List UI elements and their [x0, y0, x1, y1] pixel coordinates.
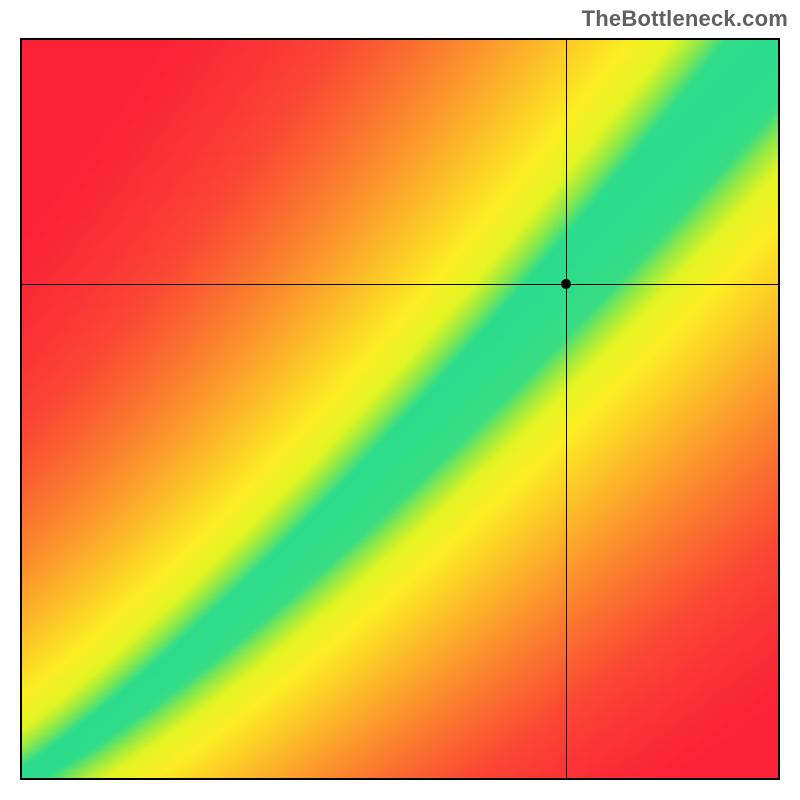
crosshair-horizontal — [22, 284, 778, 285]
plot-area — [20, 38, 780, 780]
crosshair-vertical — [566, 40, 567, 778]
marker-point — [561, 279, 571, 289]
watermark-text: TheBottleneck.com — [582, 6, 788, 32]
heatmap-canvas — [22, 40, 778, 778]
chart-container: TheBottleneck.com — [0, 0, 800, 800]
